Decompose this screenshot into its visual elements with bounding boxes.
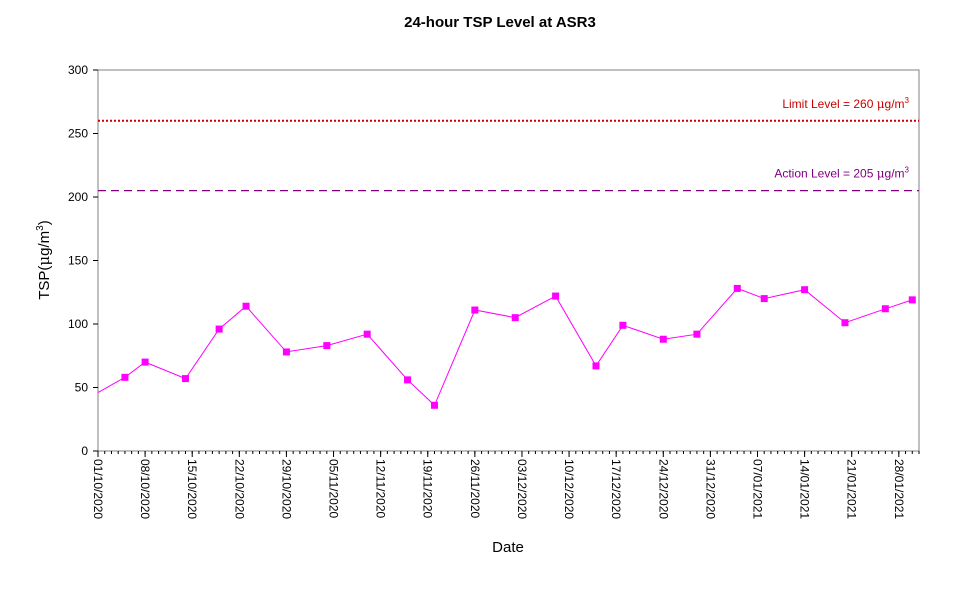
y-tick-label: 50	[75, 381, 89, 395]
x-tick-label: 26/11/2020	[468, 459, 482, 518]
chart-title: 24-hour TSP Level at ASR3	[404, 14, 596, 31]
y-axis-label: TSP(μg/m3)	[35, 220, 53, 300]
data-point	[471, 306, 479, 314]
x-tick-label: 05/11/2020	[327, 459, 341, 518]
x-tick-label: 24/12/2020	[656, 459, 670, 519]
data-point	[141, 358, 149, 366]
reference-label-unit: g/m	[885, 97, 905, 111]
x-tick-label: 19/11/2020	[421, 459, 435, 518]
reference-label-text: Action Level = 205	[774, 167, 876, 181]
data-point	[181, 375, 189, 383]
x-tick-label: 12/11/2020	[374, 459, 388, 518]
y-tick-label: 300	[68, 63, 88, 77]
reference-line-label: Limit Level = 260 μg/m3	[782, 96, 909, 111]
x-tick-label: 10/12/2020	[562, 459, 576, 519]
y-tick-label: 100	[68, 317, 88, 331]
data-point	[908, 296, 916, 304]
reference-label-sup: 3	[905, 96, 910, 105]
x-tick-label: 15/10/2020	[185, 459, 199, 519]
data-point	[659, 335, 667, 343]
y-tick-label: 0	[81, 444, 88, 458]
data-point	[242, 302, 250, 310]
data-point	[552, 292, 560, 300]
data-point	[693, 330, 701, 338]
plot-area	[97, 69, 920, 452]
data-point	[121, 373, 129, 381]
data-point	[282, 348, 290, 356]
series-line	[97, 287, 913, 407]
x-tick-label: 07/01/2021	[750, 459, 764, 519]
data-point	[801, 286, 809, 294]
x-tick-label: 28/01/2021	[892, 459, 906, 519]
reference-label-mu: μ	[877, 97, 885, 111]
reference-line-label: Action Level = 205 μg/m3	[774, 166, 909, 181]
series	[97, 284, 916, 409]
x-tick-label: 01/10/2020	[91, 459, 105, 519]
x-tick-label: 17/12/2020	[609, 459, 623, 519]
x-axis-label: Date	[492, 539, 524, 556]
y-tick-label: 250	[68, 127, 88, 141]
x-tick-label: 14/01/2021	[798, 459, 812, 519]
data-point	[511, 314, 519, 322]
data-point	[215, 325, 223, 333]
data-point	[619, 321, 627, 329]
y-tick-label: 200	[68, 190, 88, 204]
x-tick-label: 03/12/2020	[515, 459, 529, 519]
reference-label-text: Limit Level = 260	[782, 97, 876, 111]
x-tick-label: 08/10/2020	[138, 459, 152, 519]
y-axis: 0 50 100 150 200 250 300	[68, 63, 98, 458]
data-point	[363, 330, 371, 338]
data-point	[760, 295, 768, 303]
reference-label-sup: 3	[905, 166, 910, 175]
x-axis: 01/10/2020 08/10/2020 15/10/2020 22/10/2020…	[91, 451, 920, 519]
data-point	[430, 401, 438, 409]
data-point	[841, 319, 849, 327]
x-tick-label: 22/10/2020	[232, 459, 246, 519]
reference-label-mu: μ	[877, 167, 885, 181]
x-tick-label: 29/10/2020	[279, 459, 293, 519]
data-point	[323, 342, 331, 350]
data-point	[592, 362, 600, 370]
data-point	[404, 376, 412, 384]
y-tick-label: 150	[68, 254, 88, 268]
x-tick-label: 31/12/2020	[703, 459, 717, 519]
data-point	[881, 305, 889, 313]
x-tick-label: 21/01/2021	[845, 459, 859, 519]
data-point	[733, 284, 741, 292]
reference-label-unit: g/m	[885, 167, 905, 181]
